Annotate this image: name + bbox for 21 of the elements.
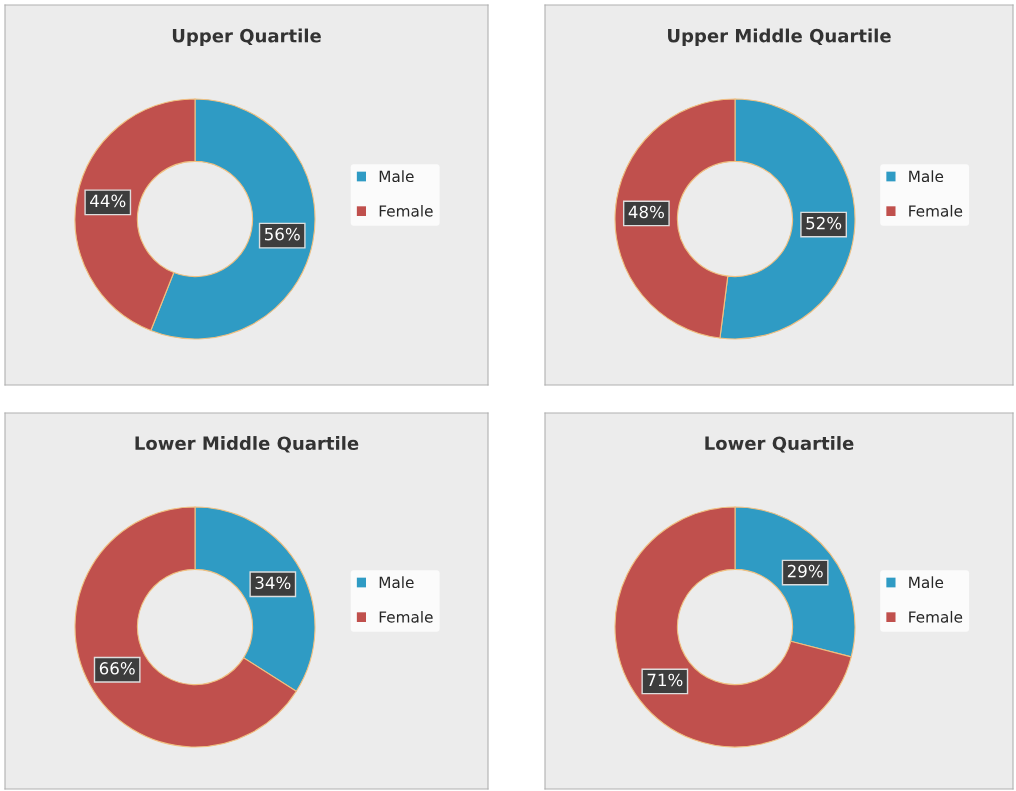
chart-title: Lower Quartile: [705, 436, 854, 453]
legend-label: Male: [909, 170, 944, 183]
legend-label: Male: [379, 576, 414, 589]
data-label: 29%: [787, 564, 823, 578]
data-label: 71%: [647, 673, 683, 687]
legend-label: Male: [379, 170, 414, 183]
chart-title: Lower Middle Quartile: [135, 436, 359, 453]
data-label: 44%: [90, 194, 126, 208]
data-label: 34%: [255, 576, 291, 590]
legend-label: Female: [909, 204, 963, 217]
legend-label: Male: [909, 576, 944, 589]
data-label: 52%: [806, 216, 842, 230]
legend-label: Female: [379, 204, 433, 217]
chart-title: Upper Middle Quartile: [668, 28, 891, 47]
legend-label: Female: [909, 610, 963, 623]
donut-slice: [614, 506, 852, 748]
legend-label: Female: [379, 610, 433, 623]
data-label: 56%: [264, 227, 300, 241]
data-label: 48%: [628, 205, 664, 219]
chart-title: Upper Quartile: [172, 28, 321, 47]
data-label: 66%: [99, 662, 135, 675]
